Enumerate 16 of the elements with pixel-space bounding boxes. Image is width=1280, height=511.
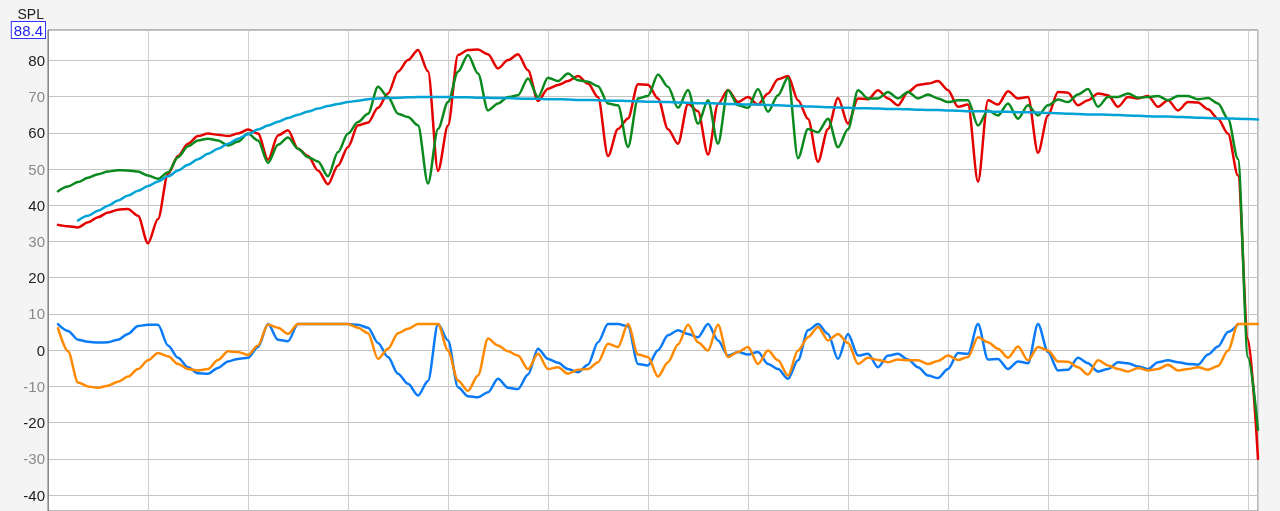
line-series bbox=[76, 95, 1260, 222]
y-tick-label: -10 bbox=[23, 377, 45, 395]
y-tick-label: 0 bbox=[36, 341, 45, 359]
y-tick-label: -40 bbox=[23, 486, 45, 504]
y-tick-label: 20 bbox=[28, 269, 45, 287]
y-tick-label: 30 bbox=[28, 233, 45, 251]
y-tick-label: 70 bbox=[28, 88, 45, 106]
y-tick-label: 60 bbox=[28, 124, 45, 142]
y-tick-label: 80 bbox=[28, 51, 45, 69]
y-tick-label: 40 bbox=[28, 196, 45, 214]
y-tick-label: 10 bbox=[28, 305, 45, 323]
y-tick-label: -30 bbox=[23, 450, 45, 468]
y-axis-title: SPL bbox=[17, 6, 45, 23]
y-tick-label: 88.4 bbox=[13, 22, 43, 39]
y-tick-label: -20 bbox=[23, 414, 45, 432]
y-tick-label: 50 bbox=[28, 160, 45, 178]
